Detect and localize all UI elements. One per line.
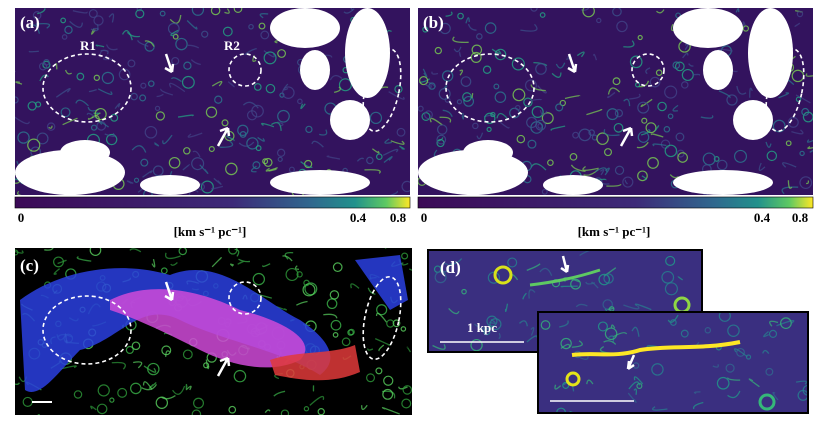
panel-b-image	[418, 5, 822, 196]
mask	[345, 8, 390, 98]
panel-label: (d)	[440, 258, 461, 277]
texture	[30, 415, 39, 421]
mask	[748, 8, 793, 98]
texture	[379, 244, 387, 248]
colorbar-tick: 0.4	[350, 210, 367, 225]
region-label: R2	[224, 38, 240, 53]
texture	[29, 51, 39, 52]
colorbar-unit: [km s⁻¹ pc⁻¹]	[174, 224, 247, 239]
texture	[1, 68, 15, 72]
mask	[463, 140, 513, 165]
colorbar-unit: [km s⁻¹ pc⁻¹]	[578, 224, 651, 239]
mask	[703, 50, 733, 90]
panel-label: (b)	[423, 13, 444, 32]
texture	[462, 113, 463, 119]
mask	[140, 175, 200, 195]
texture	[808, 146, 819, 148]
panel-c-image	[8, 244, 420, 421]
scale-label: 1 kpc	[467, 320, 497, 335]
panel-label: (a)	[20, 13, 40, 32]
colorbar-tick: 0.4	[754, 210, 771, 225]
colorbar-tick: 0	[18, 210, 25, 225]
mask	[673, 8, 743, 48]
region-label: R1	[80, 38, 96, 53]
panel-label: (c)	[20, 256, 39, 275]
mask	[543, 175, 603, 195]
panel-a-image	[1, 3, 412, 198]
mask	[270, 8, 340, 48]
scale-label: 1 kpc	[29, 154, 59, 169]
mask	[60, 140, 110, 165]
mask	[300, 50, 330, 90]
colorbar	[15, 197, 410, 208]
texture	[472, 94, 473, 98]
colorbar	[418, 197, 813, 208]
region-label: R3	[367, 33, 383, 48]
colorbar-tick: 0.8	[390, 210, 407, 225]
panel-d-inset-image	[538, 310, 813, 417]
texture	[186, 385, 187, 391]
mask	[673, 170, 773, 195]
mask	[270, 170, 370, 195]
colorbar-tick: 0	[421, 210, 428, 225]
colorbar-tick: 0.8	[792, 210, 809, 225]
